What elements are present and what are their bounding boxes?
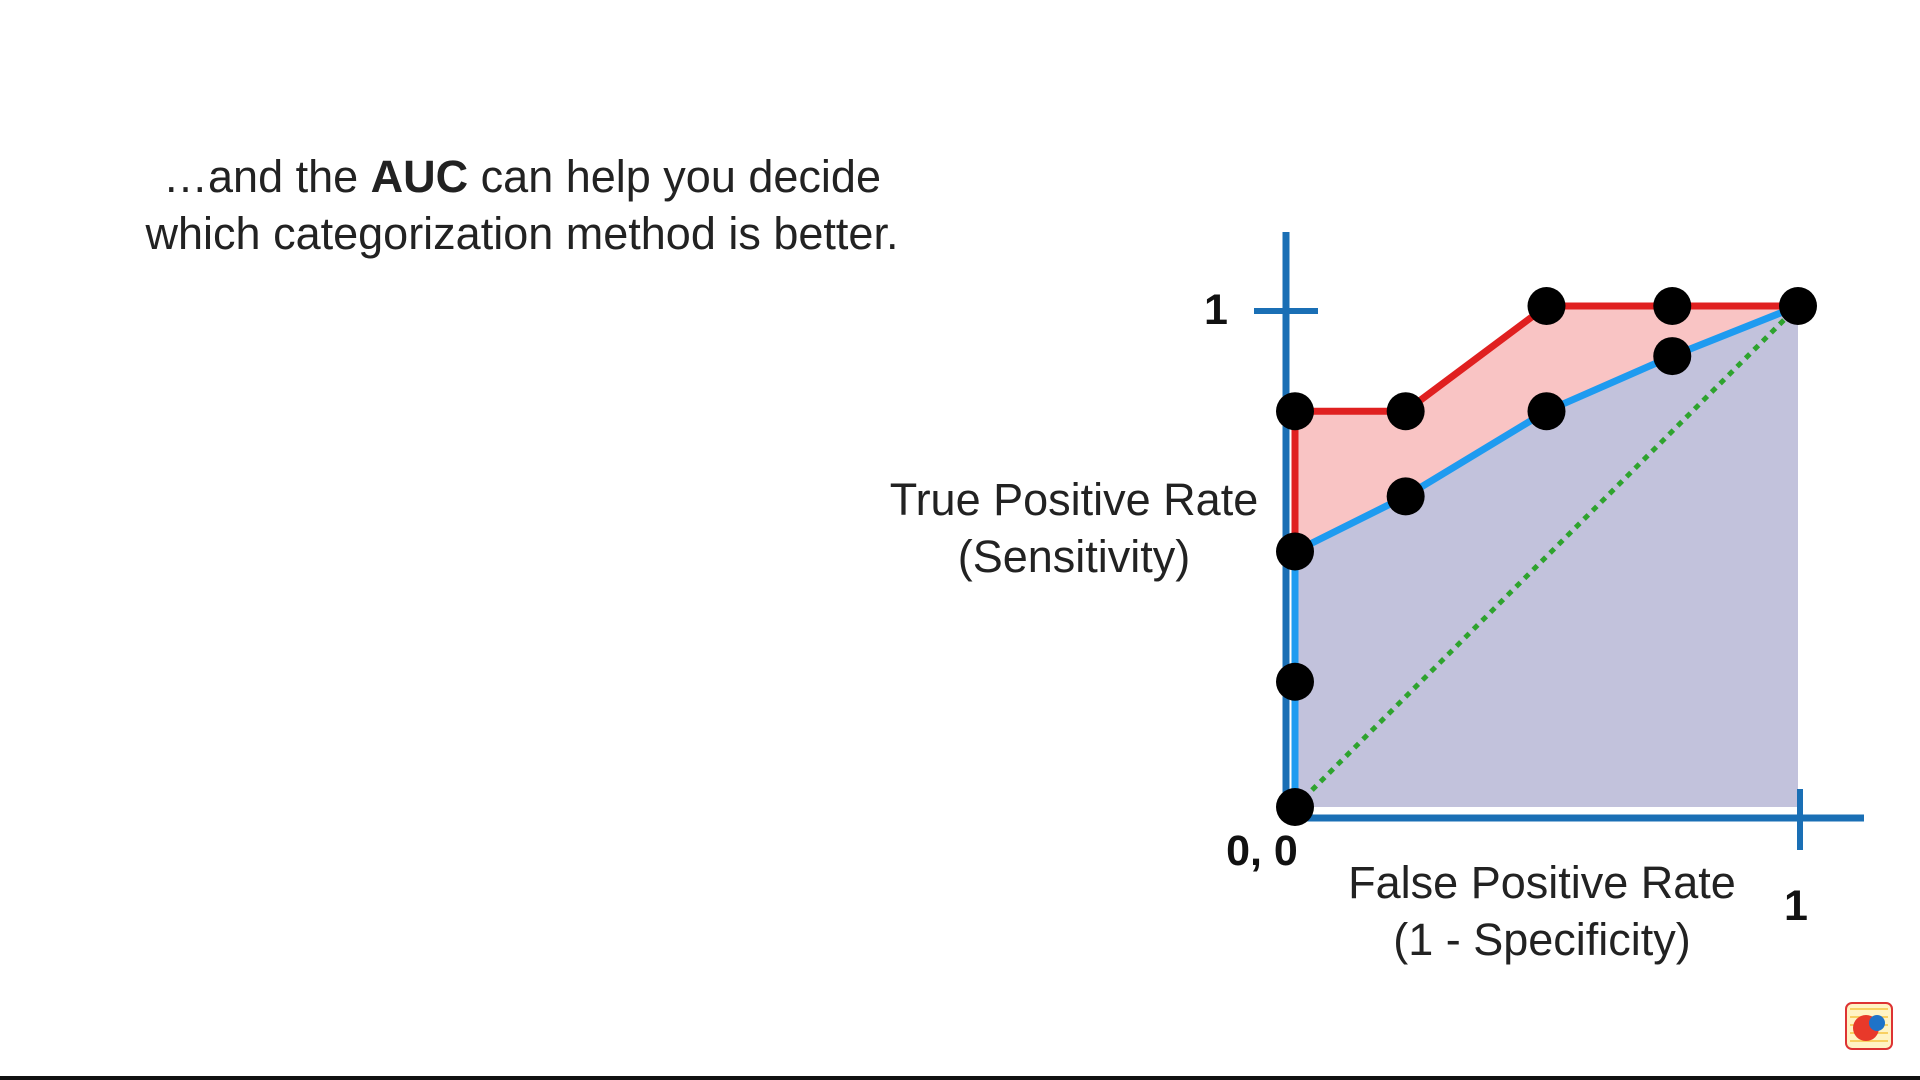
- caption-text-pre: …and the: [163, 151, 371, 202]
- y-axis-label-line-2: (Sensitivity): [958, 531, 1191, 582]
- caption-line-2: which categorization method is better.: [145, 208, 899, 259]
- bottom-border: [0, 1076, 1920, 1080]
- series-1-line: [1291, 302, 1800, 807]
- logo-icon: [1845, 1002, 1893, 1050]
- data-point: [1276, 532, 1314, 571]
- caption-line-1: …and the AUC can help you decide: [112, 148, 932, 205]
- y-axis-label-line-1: True Positive Rate: [890, 474, 1258, 525]
- data-point: [1276, 662, 1314, 701]
- caption-text-post: can help you decide: [468, 151, 881, 202]
- origin-tick-label: 0, 0: [1226, 827, 1298, 875]
- x-axis-label-line-2: (1 - Specificity): [1393, 914, 1691, 965]
- data-point: [1653, 287, 1692, 325]
- series-2-line: [1293, 304, 1800, 809]
- data-point: [1276, 392, 1314, 431]
- data-point: [1527, 392, 1566, 431]
- x-tick-label-1: 1: [1784, 882, 1808, 930]
- x-axis-label-line-1: False Positive Rate: [1348, 857, 1736, 908]
- data-point: [1276, 788, 1314, 826]
- channel-logo: [1844, 1001, 1894, 1051]
- data-point: [1527, 287, 1566, 325]
- y-tick-label-1: 1: [1204, 286, 1228, 334]
- data-point: [1653, 337, 1692, 376]
- data-point: [1779, 287, 1817, 325]
- series-0-line: [1291, 302, 1798, 557]
- data-point: [1386, 392, 1425, 431]
- slide-caption: …and the AUC can help you decide which c…: [112, 148, 932, 262]
- caption-text-bold: AUC: [370, 151, 469, 202]
- data-point: [1386, 477, 1425, 516]
